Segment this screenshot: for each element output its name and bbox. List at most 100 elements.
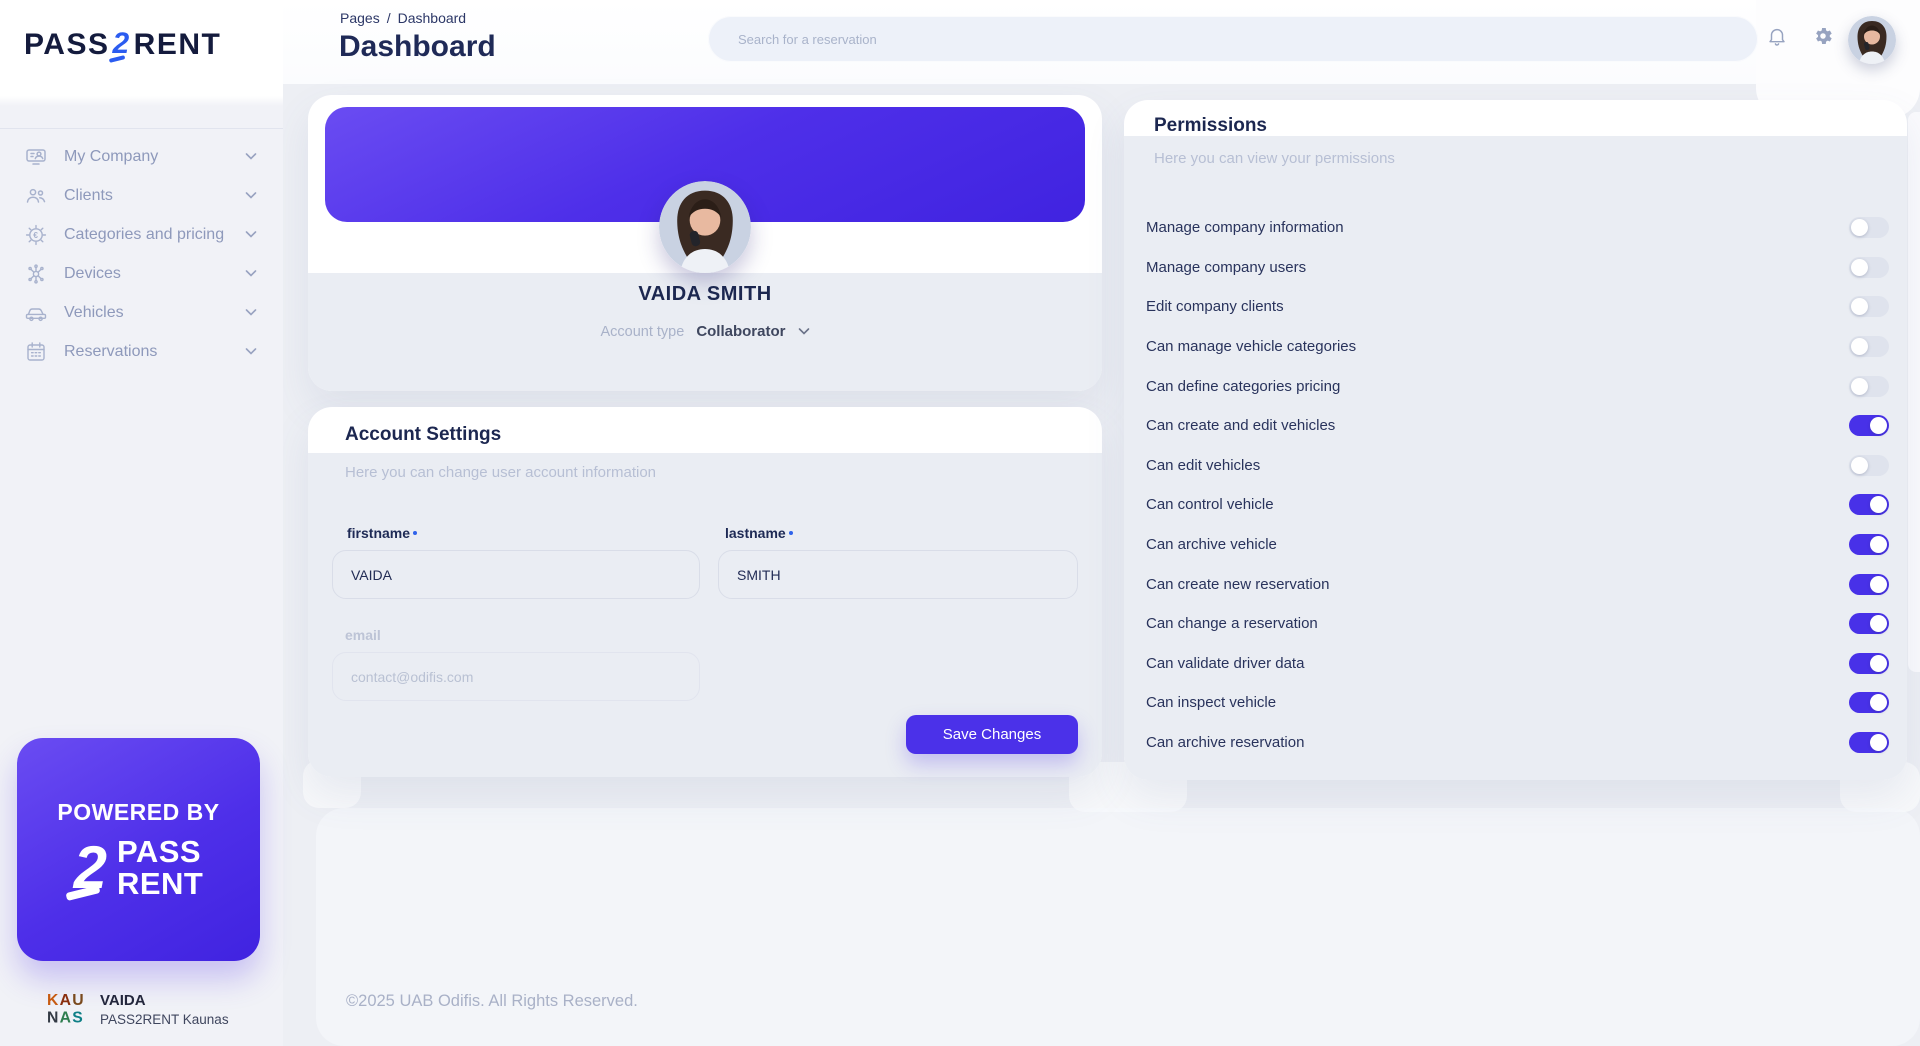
toggle-knob xyxy=(1851,456,1868,474)
account-settings-title: Account Settings xyxy=(345,424,502,445)
offscreen-card-edge xyxy=(1908,112,1920,672)
toggle-knob xyxy=(1870,654,1887,672)
svg-text:S: S xyxy=(72,1010,83,1027)
sidebar-user[interactable]: K A U N A S VAIDA PASS2RENT Kaunas xyxy=(46,984,276,1034)
lastname-input[interactable] xyxy=(718,550,1078,599)
toggle-can-control-vehicle[interactable] xyxy=(1849,494,1889,516)
svg-text:A: A xyxy=(60,992,71,1009)
permissions-list: Manage company information Manage company… xyxy=(1124,208,1907,762)
toggle-knob xyxy=(1851,338,1868,356)
toggle-knob xyxy=(1851,219,1868,237)
sidebar-item-label: Categories and pricing xyxy=(64,225,225,243)
profile-avatar[interactable] xyxy=(659,181,751,273)
permissions-body xyxy=(1124,136,1907,780)
company-icon xyxy=(24,144,50,170)
account-type-dropdown[interactable]: Account type Collaborator xyxy=(308,323,1102,340)
user-avatar[interactable] xyxy=(1848,16,1896,64)
permission-row: Manage company users xyxy=(1124,248,1907,288)
permission-label: Manage company users xyxy=(1146,258,1307,276)
permission-row: Can manage vehicle categories xyxy=(1124,327,1907,367)
email-input[interactable] xyxy=(332,652,700,701)
permission-label: Can define categories pricing xyxy=(1146,377,1341,395)
sidebar-item-label: Vehicles xyxy=(64,303,124,321)
profile-card: VAIDA SMITH Account type Collaborator xyxy=(308,95,1102,391)
reservations-icon xyxy=(24,339,50,365)
powered-by-rent: RENT xyxy=(116,866,204,901)
toggle-can-archive-reservation[interactable] xyxy=(1849,732,1889,754)
toggle-manage-company-information[interactable] xyxy=(1849,217,1889,239)
toggle-can-validate-driver-data[interactable] xyxy=(1849,652,1889,674)
permission-row: Can control vehicle xyxy=(1124,485,1907,525)
permission-row: Can archive vehicle xyxy=(1124,525,1907,565)
logo-2-glyph: 2 xyxy=(109,27,130,62)
toggle-can-define-categories-pricing[interactable] xyxy=(1849,375,1889,397)
profile-name: VAIDA SMITH xyxy=(638,283,772,305)
breadcrumb-separator: / xyxy=(386,10,391,26)
sidebar-item-my-company[interactable]: My Company xyxy=(0,137,283,176)
toggle-can-create-and-edit-vehicles[interactable] xyxy=(1849,415,1889,437)
svg-text:€: € xyxy=(33,230,38,240)
bell-icon[interactable] xyxy=(1766,25,1790,49)
account-type-value: Collaborator xyxy=(696,323,786,340)
categories-pricing-icon: € xyxy=(24,222,50,248)
toggle-knob xyxy=(1870,496,1887,514)
sidebar-item-label: Devices xyxy=(64,264,121,282)
toggle-knob xyxy=(1870,694,1887,712)
permission-label: Edit company clients xyxy=(1146,298,1284,316)
permission-row: Manage company information xyxy=(1124,208,1907,248)
powered-by-text: POWERED BY xyxy=(57,799,220,826)
permission-label: Can edit vehicles xyxy=(1146,456,1261,474)
svg-text:U: U xyxy=(72,992,83,1009)
permission-label: Can inspect vehicle xyxy=(1146,694,1277,712)
toggle-can-inspect-vehicle[interactable] xyxy=(1849,692,1889,714)
chevron-down-icon xyxy=(245,346,257,358)
sidebar-nav: My Company Clients € Categories and pricing… xyxy=(0,128,283,371)
toggle-can-manage-vehicle-categories[interactable] xyxy=(1849,336,1889,358)
email-label: email xyxy=(345,627,381,643)
toggle-knob xyxy=(1851,258,1868,276)
breadcrumb-root[interactable]: Pages xyxy=(340,10,380,26)
search-bar[interactable] xyxy=(708,16,1758,62)
powered-by-badge: POWERED BY 2 PASS RENT xyxy=(17,738,260,961)
sidebar-item-reservations[interactable]: Reservations xyxy=(0,332,283,371)
toggle-edit-company-clients[interactable] xyxy=(1849,296,1889,318)
permission-row: Can create and edit vehicles xyxy=(1124,406,1907,446)
sidebar-item-clients[interactable]: Clients xyxy=(0,176,283,215)
sidebar-item-categories-and-pricing[interactable]: € Categories and pricing xyxy=(0,215,283,254)
permission-label: Can validate driver data xyxy=(1146,654,1305,672)
sidebar-item-label: My Company xyxy=(64,147,159,165)
sidebar-item-devices[interactable]: Devices xyxy=(0,254,283,293)
copyright-text: ©2025 UAB Odifis. All Rights Reserved. xyxy=(346,992,638,1010)
chevron-down-icon xyxy=(245,307,257,319)
topbar-background-extension xyxy=(1756,0,1920,118)
account-type-label: Account type xyxy=(600,323,685,340)
firstname-input[interactable] xyxy=(332,550,700,599)
required-dot xyxy=(788,531,793,535)
toggle-can-edit-vehicles[interactable] xyxy=(1849,454,1889,476)
logo-rent: RENT xyxy=(133,28,222,61)
permission-row: Edit company clients xyxy=(1124,287,1907,327)
breadcrumb-current[interactable]: Dashboard xyxy=(397,10,467,26)
content-placeholder-panel xyxy=(316,808,1920,1046)
gear-icon[interactable] xyxy=(1812,25,1836,49)
toggle-can-change-a-reservation[interactable] xyxy=(1849,613,1889,635)
save-changes-button[interactable]: Save Changes xyxy=(906,715,1078,754)
toggle-manage-company-users[interactable] xyxy=(1849,256,1889,278)
toggle-can-create-new-reservation[interactable] xyxy=(1849,573,1889,595)
sidebar-item-vehicles[interactable]: Vehicles xyxy=(0,293,283,332)
sidebar-item-label: Clients xyxy=(64,186,113,204)
permission-row: Can validate driver data xyxy=(1124,644,1907,684)
svg-text:K: K xyxy=(47,992,59,1009)
permission-row: Can archive reservation xyxy=(1124,723,1907,763)
powered-by-logo: 2 PASS RENT xyxy=(65,836,204,901)
permissions-subtitle: Here you can view your permissions xyxy=(1154,150,1395,167)
toggle-knob xyxy=(1851,298,1868,316)
search-input[interactable] xyxy=(738,31,1728,47)
app-logo[interactable]: PASS 2 RENT xyxy=(24,27,222,62)
page-title: Dashboard xyxy=(339,30,496,63)
breadcrumb: Pages / Dashboard xyxy=(340,10,466,26)
toggle-can-archive-vehicle[interactable] xyxy=(1849,534,1889,556)
kaunas-logo: K A U N A S xyxy=(47,992,84,1027)
toggle-knob xyxy=(1870,575,1887,593)
permission-row: Can define categories pricing xyxy=(1124,366,1907,406)
